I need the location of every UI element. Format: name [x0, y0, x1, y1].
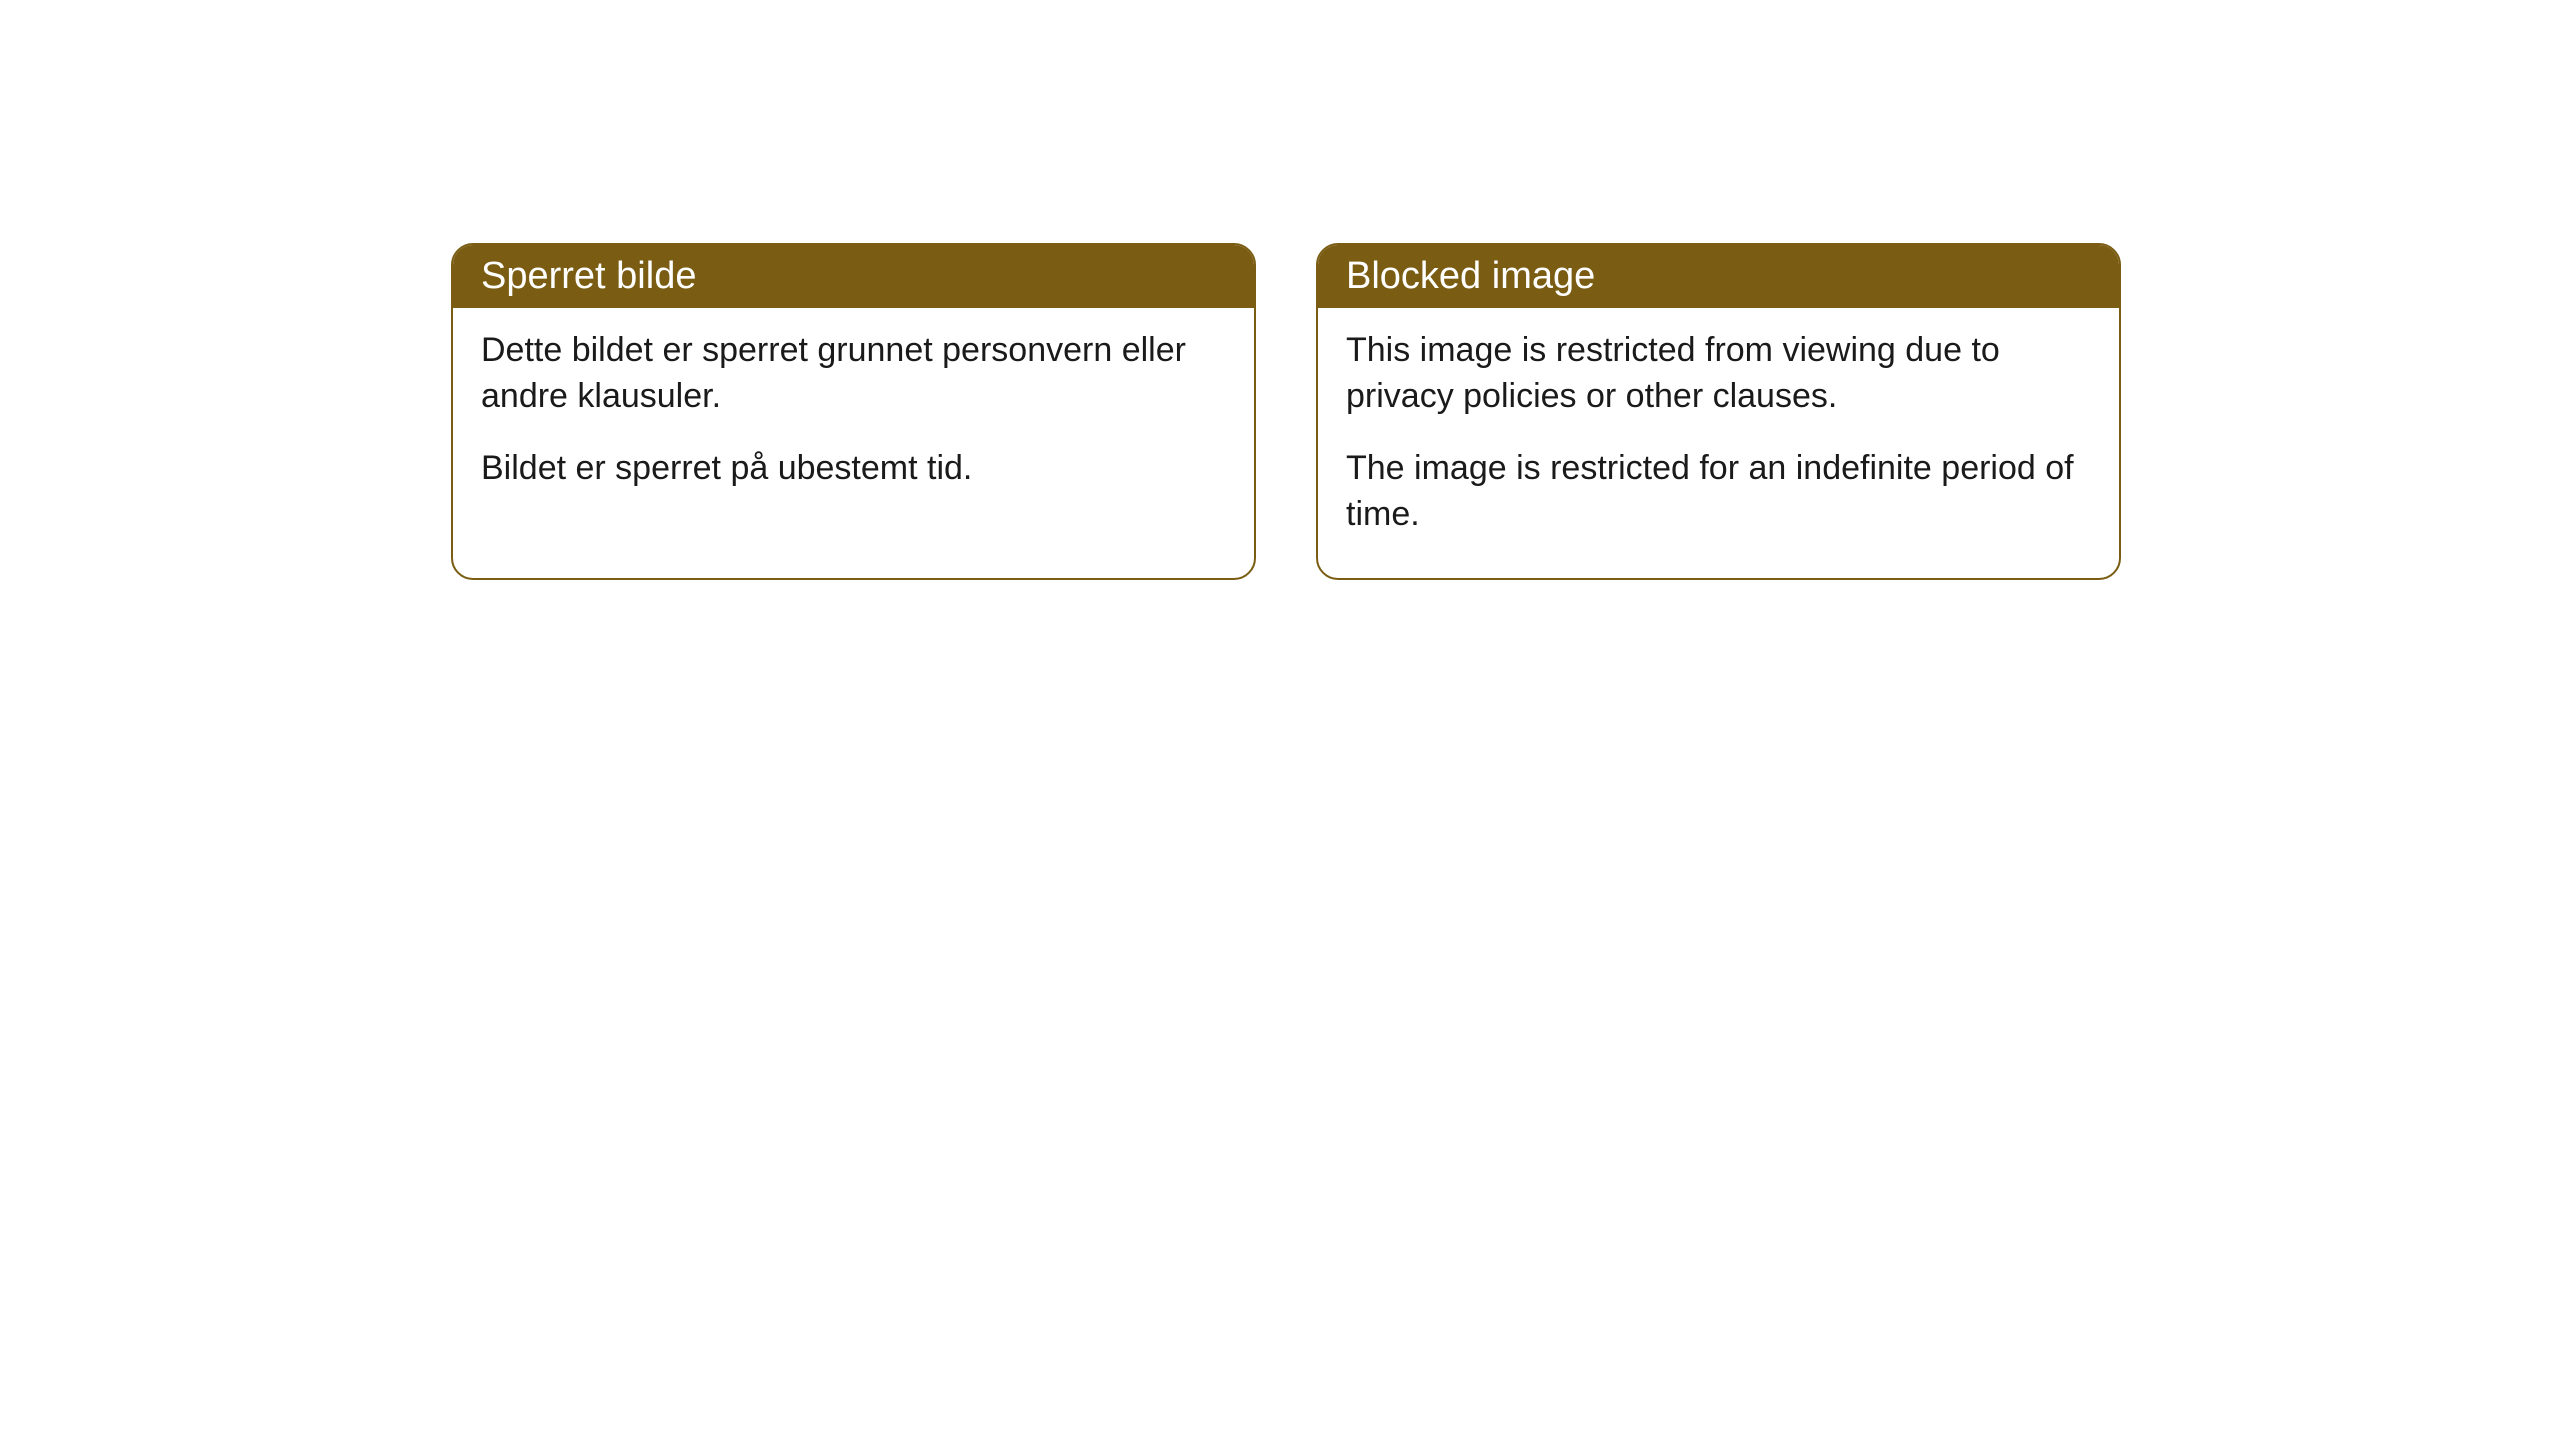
card-paragraph-1-no: Dette bildet er sperret grunnet personve…: [481, 328, 1226, 420]
card-body-en: This image is restricted from viewing du…: [1318, 308, 2119, 578]
card-title-no: Sperret bilde: [481, 255, 696, 297]
card-title-en: Blocked image: [1346, 255, 1595, 297]
card-body-no: Dette bildet er sperret grunnet personve…: [453, 308, 1254, 532]
card-header-no: Sperret bilde: [453, 245, 1254, 308]
card-paragraph-1-en: This image is restricted from viewing du…: [1346, 328, 2091, 420]
cards-container: Sperret bilde Dette bildet er sperret gr…: [451, 243, 2121, 580]
card-paragraph-2-no: Bildet er sperret på ubestemt tid.: [481, 446, 1226, 492]
blocked-image-card-no: Sperret bilde Dette bildet er sperret gr…: [451, 243, 1256, 580]
blocked-image-card-en: Blocked image This image is restricted f…: [1316, 243, 2121, 580]
card-header-en: Blocked image: [1318, 245, 2119, 308]
card-paragraph-2-en: The image is restricted for an indefinit…: [1346, 446, 2091, 538]
